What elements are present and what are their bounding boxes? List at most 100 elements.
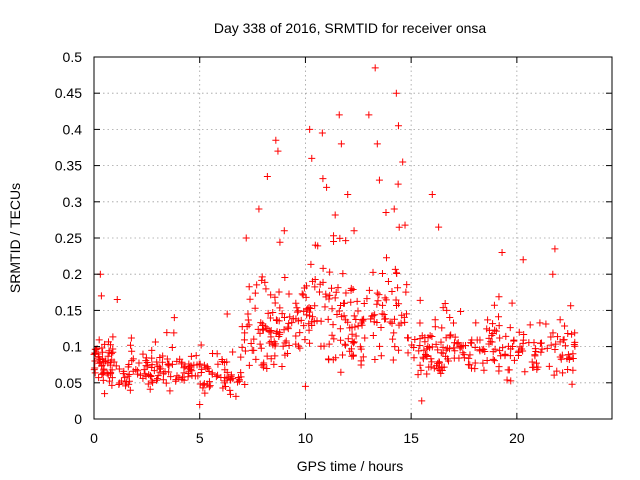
data-point	[281, 351, 289, 359]
x-tick-label: 5	[196, 430, 204, 446]
data-point	[148, 346, 156, 354]
data-point	[226, 386, 234, 394]
data-point	[241, 329, 249, 337]
x-tick-label: 10	[298, 430, 314, 446]
data-point	[352, 332, 360, 340]
data-point	[392, 89, 400, 97]
y-tick-label: 0.2	[63, 266, 83, 282]
data-point	[306, 339, 314, 347]
data-point	[322, 290, 330, 298]
data-point	[113, 296, 121, 304]
data-point	[459, 349, 467, 357]
data-point	[391, 343, 399, 351]
data-point	[434, 365, 442, 373]
data-point	[516, 343, 524, 351]
data-point	[292, 340, 300, 348]
data-point	[272, 136, 280, 144]
data-point	[439, 304, 447, 312]
data-point	[451, 333, 459, 341]
data-point	[280, 227, 288, 235]
data-point	[536, 319, 544, 327]
data-point	[300, 322, 308, 330]
data-point	[140, 366, 148, 374]
data-point	[417, 366, 425, 374]
data-point	[561, 342, 569, 350]
data-point	[184, 365, 192, 373]
data-point	[390, 329, 398, 337]
data-point	[91, 364, 99, 372]
data-point	[483, 325, 491, 333]
data-point	[107, 370, 115, 378]
data-point	[261, 278, 269, 286]
data-point	[352, 315, 360, 323]
data-point	[538, 345, 546, 353]
data-point	[389, 335, 397, 343]
data-point	[476, 346, 484, 354]
x-axis-label: GPS time / hours	[297, 458, 404, 474]
data-point	[342, 289, 350, 297]
data-point	[571, 338, 579, 346]
data-point	[342, 237, 350, 245]
data-point	[125, 371, 133, 379]
data-point	[326, 268, 334, 276]
data-point	[241, 347, 249, 355]
data-point	[373, 289, 381, 297]
data-point	[153, 375, 161, 383]
data-point	[278, 310, 286, 318]
data-point	[267, 355, 275, 363]
data-point	[442, 334, 450, 342]
data-point	[431, 323, 439, 331]
data-point	[503, 376, 511, 384]
data-point	[434, 346, 442, 354]
data-point	[531, 345, 539, 353]
data-point	[545, 362, 553, 370]
data-point	[344, 191, 352, 199]
data-point	[187, 352, 195, 360]
data-point	[550, 371, 558, 379]
data-point	[347, 298, 355, 306]
data-point	[97, 292, 105, 300]
data-point	[335, 111, 343, 119]
data-point	[105, 349, 113, 357]
data-point	[263, 364, 271, 372]
data-point	[547, 333, 555, 341]
data-point	[256, 340, 264, 348]
data-point	[378, 270, 386, 278]
data-point	[363, 295, 371, 303]
data-point	[297, 316, 305, 324]
data-point	[327, 284, 335, 292]
data-point	[128, 347, 136, 355]
y-tick-label: 0.25	[55, 230, 82, 246]
data-point	[378, 310, 386, 318]
data-point	[267, 327, 275, 335]
data-point	[329, 321, 337, 329]
data-point	[373, 140, 381, 148]
data-point	[489, 330, 497, 338]
data-point	[443, 306, 451, 314]
data-point	[444, 357, 452, 365]
y-axis-label: SRMTID / TECUs	[7, 183, 23, 293]
data-point	[361, 334, 369, 342]
data-point	[315, 288, 323, 296]
data-point	[223, 310, 231, 318]
data-point	[471, 344, 479, 352]
data-point	[360, 300, 368, 308]
data-point	[401, 221, 409, 229]
data-point	[537, 348, 545, 356]
data-point	[410, 343, 418, 351]
data-point	[543, 344, 551, 352]
data-point	[568, 380, 576, 388]
data-point	[235, 376, 243, 384]
data-point	[351, 323, 359, 331]
data-point	[337, 140, 345, 148]
data-point	[504, 366, 512, 374]
data-point	[471, 365, 479, 373]
data-point	[101, 340, 109, 348]
data-point	[340, 299, 348, 307]
data-point	[395, 223, 403, 231]
data-point	[489, 355, 497, 363]
data-point	[515, 328, 523, 336]
data-point	[320, 342, 328, 350]
data-point	[538, 339, 546, 347]
data-point	[139, 374, 147, 382]
